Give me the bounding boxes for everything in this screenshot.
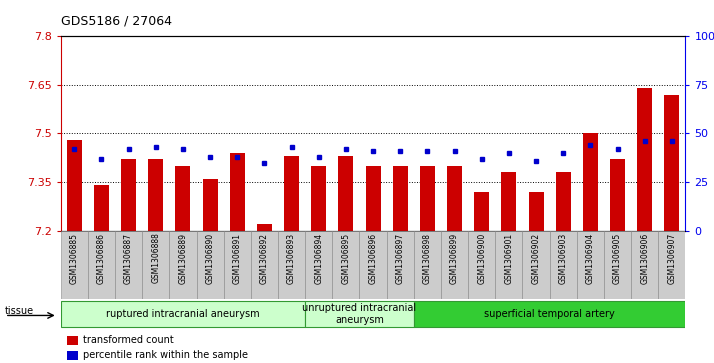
Bar [577,231,604,299]
Bar [230,153,245,231]
Bar [338,156,353,231]
Bar [257,224,272,231]
Bar [366,166,381,231]
Text: GSM1306906: GSM1306906 [640,233,649,284]
Text: GSM1306891: GSM1306891 [233,233,242,284]
Bar [528,192,543,231]
Text: GSM1306893: GSM1306893 [287,233,296,284]
Bar [142,231,169,299]
Bar [332,231,359,299]
Bar [67,336,78,345]
Bar [501,172,516,231]
Text: GSM1306886: GSM1306886 [97,233,106,284]
Text: ruptured intracranial aneurysm: ruptured intracranial aneurysm [106,309,260,319]
Text: unruptured intracranial
aneurysm: unruptured intracranial aneurysm [303,303,416,325]
Bar [359,231,387,299]
Bar [474,192,489,231]
Bar [441,231,468,299]
Text: superficial temporal artery: superficial temporal artery [484,309,615,319]
Bar [523,231,550,299]
Bar [196,231,223,299]
Text: GSM1306904: GSM1306904 [586,233,595,284]
Bar [284,156,299,231]
Bar [555,172,570,231]
Text: GSM1306894: GSM1306894 [314,233,323,284]
Text: GSM1306903: GSM1306903 [559,233,568,284]
Bar [665,95,679,231]
Bar [414,301,685,327]
Text: GSM1306890: GSM1306890 [206,233,215,284]
Bar [67,140,81,231]
Text: GSM1306899: GSM1306899 [450,233,459,284]
Text: GSM1306901: GSM1306901 [504,233,513,284]
Bar [631,231,658,299]
Bar [311,166,326,231]
Text: GSM1306889: GSM1306889 [178,233,187,284]
Bar [94,185,109,231]
Bar [550,231,577,299]
Text: transformed count: transformed count [83,335,174,345]
Bar [67,351,78,360]
Text: GSM1306900: GSM1306900 [477,233,486,284]
Text: GSM1306902: GSM1306902 [531,233,540,284]
Bar [169,231,196,299]
Text: GSM1306895: GSM1306895 [341,233,351,284]
Text: GSM1306896: GSM1306896 [368,233,378,284]
Bar [496,231,523,299]
Bar [583,134,598,231]
Bar [203,179,218,231]
Text: GSM1306897: GSM1306897 [396,233,405,284]
Bar [223,231,251,299]
Bar [251,231,278,299]
Bar [88,231,115,299]
Bar [604,231,631,299]
Bar [176,166,191,231]
Bar [414,231,441,299]
Text: tissue: tissue [5,306,34,315]
Bar [447,166,462,231]
Text: GDS5186 / 27064: GDS5186 / 27064 [61,15,171,28]
Bar [305,301,414,327]
Bar [387,231,414,299]
Bar [149,159,164,231]
Text: GSM1306888: GSM1306888 [151,233,160,284]
Bar [420,166,435,231]
Text: GSM1306892: GSM1306892 [260,233,269,284]
Bar [468,231,496,299]
Text: percentile rank within the sample: percentile rank within the sample [83,350,248,360]
Bar [393,166,408,231]
Bar [658,231,685,299]
Bar [637,88,652,231]
Bar [305,231,332,299]
Text: GSM1306898: GSM1306898 [423,233,432,284]
Bar [61,301,305,327]
Bar [115,231,142,299]
Bar [278,231,305,299]
Bar [61,231,88,299]
Text: GSM1306887: GSM1306887 [124,233,133,284]
Text: GSM1306885: GSM1306885 [70,233,79,284]
Bar [610,159,625,231]
Bar [121,159,136,231]
Text: GSM1306907: GSM1306907 [668,233,676,284]
Text: GSM1306905: GSM1306905 [613,233,622,284]
